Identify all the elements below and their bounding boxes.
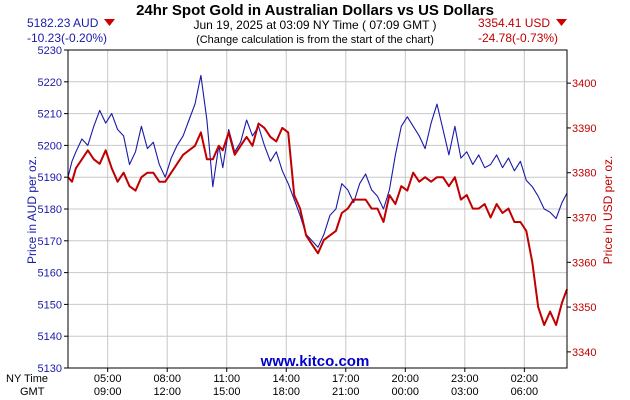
chart-subtitle: Jun 19, 2025 at 03:09 NY Time ( 07:09 GM… [193, 18, 436, 32]
x-tick-label-gmt: 21:00 [332, 386, 360, 398]
x-tick-label-ny: 20:00 [392, 373, 420, 385]
left-tick-label: 5180 [38, 204, 62, 216]
usd-change: -24.78(-0.73%) [478, 31, 558, 45]
watermark: www.kitco.com [260, 353, 370, 370]
right-tick-label: 3390 [572, 123, 596, 135]
right-axis-ticks: 3340 3350 3360 3370 3380 3390 3400 [567, 78, 596, 359]
left-tick-label: 5170 [38, 236, 62, 248]
aud-change: -10.23(-0.20%) [27, 31, 107, 45]
x-tick-label-ny: 14:00 [272, 373, 300, 385]
x-tick-label-gmt: 18:00 [272, 386, 300, 398]
series-line-usd [67, 122, 568, 326]
aud-down-arrow-icon [104, 19, 115, 26]
x-tick-label-gmt: 03:00 [451, 386, 479, 398]
x-tick-label-ny: 02:00 [511, 373, 539, 385]
x-tick-label-gmt: 09:00 [94, 386, 122, 398]
usd-down-arrow-icon [556, 19, 567, 26]
x-tick-label-ny: 11:00 [213, 373, 240, 385]
right-tick-label: 3400 [572, 78, 596, 90]
chart-title: 24hr Spot Gold in Australian Dollars vs … [136, 2, 494, 19]
aud-price: 5182.23 AUD [27, 16, 99, 30]
x-tick-label-ny: 17:00 [332, 373, 360, 385]
x-tick-label-gmt: 12:00 [153, 386, 181, 398]
left-tick-label: 5190 [38, 172, 62, 184]
left-tick-label: 5210 [38, 109, 62, 121]
left-tick-label: 5160 [38, 268, 62, 280]
left-tick-label: 5230 [38, 45, 62, 57]
gmt-caption: GMT [20, 386, 45, 398]
left-tick-label: 5130 [38, 363, 62, 375]
left-tick-label: 5150 [38, 299, 62, 311]
right-tick-label: 3340 [572, 347, 596, 359]
left-axis-ticks: 5130 5140 5150 5160 5170 5180 5190 5200 5210 5220… [38, 45, 68, 375]
left-tick-label: 5220 [38, 77, 62, 89]
right-axis-title: Price in USD per oz. [601, 156, 615, 265]
grid [68, 50, 567, 368]
left-axis-title: Price in AUD per oz. [25, 156, 39, 264]
x-tick-label-gmt: 06:00 [511, 386, 539, 398]
right-tick-label: 3360 [572, 257, 596, 269]
series-line-aud [67, 74, 568, 248]
x-tick-label-ny: 05:00 [94, 373, 122, 385]
right-tick-label: 3350 [572, 302, 596, 314]
right-tick-label: 3370 [572, 213, 596, 225]
series-layer [67, 74, 568, 326]
usd-price: 3354.41 USD [478, 16, 550, 30]
x-tick-label-gmt: 15:00 [213, 386, 241, 398]
chart-note: (Change calculation is from the start of… [196, 34, 434, 46]
left-tick-label: 5200 [38, 140, 62, 152]
left-tick-label: 5140 [38, 331, 62, 343]
ny-time-caption: NY Time [6, 373, 48, 385]
x-tick-label-ny: 08:00 [153, 373, 181, 385]
x-tick-label-gmt: 00:00 [392, 386, 420, 398]
right-tick-label: 3380 [572, 168, 596, 180]
x-tick-label-ny: 23:00 [451, 373, 479, 385]
